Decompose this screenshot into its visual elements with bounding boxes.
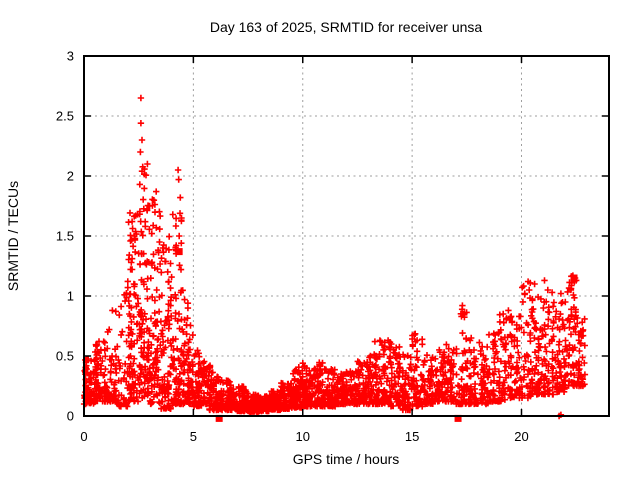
chart-title: Day 163 of 2025, SRMTID for receiver uns…	[210, 19, 483, 35]
x-tick-label: 5	[190, 429, 197, 444]
scatter-square-marker	[570, 274, 578, 282]
scatter-square-marker	[454, 414, 462, 422]
x-axis-label: GPS time / hours	[293, 451, 400, 467]
y-tick-label: 0.5	[56, 349, 74, 364]
y-tick-label: 2	[67, 169, 74, 184]
x-tick-label: 0	[80, 429, 87, 444]
y-axis-label: SRMTID / TECUs	[5, 181, 21, 291]
y-tick-label: 1	[67, 289, 74, 304]
x-tick-label: 10	[296, 429, 310, 444]
tick-labels: 0 5 10 15 20 0 0.5 1 1.5 2 2.5 3	[56, 49, 529, 444]
scatter-plus-markers	[80, 94, 589, 420]
y-tick-label: 0	[67, 409, 74, 424]
data-points	[80, 94, 589, 422]
plot-frame	[83, 55, 610, 417]
y-tick-label: 3	[67, 49, 74, 64]
y-tick-label: 2.5	[56, 109, 74, 124]
scatter-square-marker	[215, 414, 223, 422]
x-tick-label: 15	[405, 429, 419, 444]
x-tick-label: 20	[514, 429, 528, 444]
y-tick-label: 1.5	[56, 229, 74, 244]
scatter-square-marker	[175, 248, 183, 256]
